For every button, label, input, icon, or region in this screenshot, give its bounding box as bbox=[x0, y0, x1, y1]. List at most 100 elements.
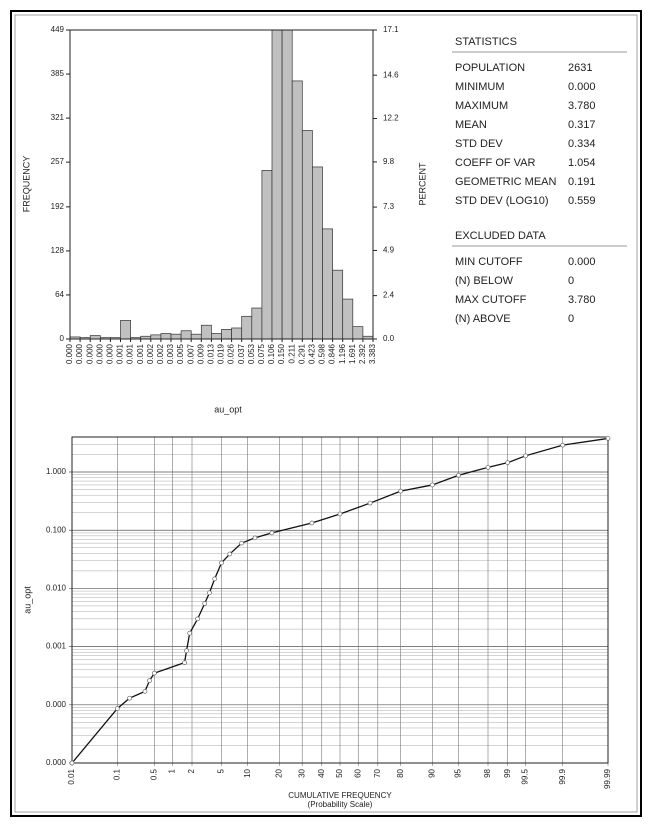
outer-border bbox=[10, 10, 642, 817]
bar bbox=[312, 166, 323, 340]
y-tick-label: 1.000 bbox=[46, 467, 67, 476]
stat-value: 0.000 bbox=[568, 256, 596, 268]
y-tick-label: 128 bbox=[51, 246, 65, 255]
x-tick-label: 0.000 bbox=[85, 343, 94, 364]
x-tick-label: 60 bbox=[353, 768, 362, 777]
stat-value: 3.780 bbox=[568, 100, 596, 112]
x-tick-label: 95 bbox=[454, 768, 463, 777]
point-marker bbox=[227, 551, 233, 557]
x-tick-label: 0.01 bbox=[67, 768, 76, 784]
point-marker bbox=[187, 630, 193, 636]
point-marker bbox=[182, 660, 187, 666]
hist-y-label: FREQUENCY bbox=[21, 156, 31, 213]
x-tick-label: 98 bbox=[483, 768, 492, 777]
x-tick-label: 0.001 bbox=[116, 343, 125, 364]
stat-value: 0.334 bbox=[568, 138, 596, 150]
point-marker bbox=[114, 706, 120, 711]
y2-tick-label: 2.4 bbox=[383, 291, 395, 300]
prob-x-sublabel: (Probability Scale) bbox=[308, 800, 373, 809]
y-tick-label: 64 bbox=[55, 290, 64, 299]
y-tick-label: 0.010 bbox=[46, 584, 67, 593]
prob-x-label: CUMULATIVE FREQUENCY bbox=[288, 791, 392, 800]
bar bbox=[261, 170, 273, 340]
bar bbox=[160, 333, 172, 340]
y-tick-label: 0 bbox=[60, 334, 65, 343]
x-tick-label: 0.000 bbox=[75, 343, 84, 364]
y-tick-label: 0.000 bbox=[46, 700, 67, 709]
hist-x-label: au_opt bbox=[214, 404, 242, 414]
point-marker bbox=[239, 540, 244, 546]
x-tick-label: 0.211 bbox=[287, 343, 296, 363]
x-tick-label: 1.196 bbox=[338, 343, 347, 364]
y2-tick-label: 17.1 bbox=[383, 25, 399, 34]
y2-tick-label: 7.3 bbox=[383, 202, 395, 211]
point-marker bbox=[456, 472, 461, 478]
y2-tick-label: 14.6 bbox=[383, 70, 399, 79]
point-marker bbox=[147, 678, 152, 684]
x-tick-label: 1 bbox=[167, 768, 176, 773]
point-marker bbox=[523, 453, 528, 459]
point-marker bbox=[69, 760, 75, 766]
point-marker bbox=[207, 590, 212, 596]
x-tick-label: 0.005 bbox=[176, 343, 185, 364]
bar bbox=[180, 330, 192, 340]
y-tick-label: 192 bbox=[51, 202, 65, 211]
inner-border bbox=[14, 14, 638, 813]
x-tick-label: 0.001 bbox=[126, 343, 135, 364]
stat-value: 0.000 bbox=[568, 81, 596, 93]
stat-label: STD DEV bbox=[455, 138, 503, 150]
bar bbox=[200, 324, 212, 340]
stat-label: MAX CUTOFF bbox=[455, 294, 527, 306]
x-tick-label: 0.013 bbox=[207, 343, 216, 364]
bar bbox=[322, 228, 333, 340]
x-tick-label: 0.291 bbox=[297, 343, 306, 364]
x-tick-label: 0.003 bbox=[166, 343, 175, 364]
stat-value: 0 bbox=[568, 313, 574, 325]
point-marker bbox=[269, 530, 275, 536]
stat-value: 0 bbox=[568, 275, 574, 287]
x-tick-label: 0.007 bbox=[186, 343, 195, 364]
y-tick-label: 0.000 bbox=[46, 758, 67, 767]
stat-label: MIN CUTOFF bbox=[455, 256, 523, 268]
y2-tick-label: 9.8 bbox=[383, 157, 395, 166]
x-tick-label: 0.019 bbox=[217, 343, 226, 364]
x-tick-label: 99.99 bbox=[603, 768, 612, 789]
stat-label: MAXIMUM bbox=[455, 100, 508, 112]
point-marker bbox=[605, 436, 611, 441]
point-marker bbox=[560, 442, 566, 448]
x-tick-label: 5 bbox=[217, 768, 226, 773]
excluded-title: EXCLUDED DATA bbox=[455, 230, 546, 242]
x-tick-label: 0.000 bbox=[106, 343, 115, 364]
bar bbox=[241, 315, 253, 340]
x-tick-label: 40 bbox=[317, 768, 326, 777]
y2-tick-label: 4.9 bbox=[383, 246, 395, 255]
y-tick-label: 449 bbox=[51, 25, 65, 34]
point-marker bbox=[184, 648, 189, 654]
x-tick-label: 0.106 bbox=[267, 343, 276, 364]
x-tick-label: 99 bbox=[503, 768, 512, 777]
stat-label: (N) ABOVE bbox=[455, 313, 511, 325]
stat-value: 0.317 bbox=[568, 119, 596, 131]
x-tick-label: 0.1 bbox=[112, 768, 121, 780]
x-tick-label: 0.5 bbox=[149, 768, 158, 780]
x-tick-label: 0.053 bbox=[247, 343, 256, 364]
point-marker bbox=[485, 465, 491, 470]
x-tick-label: 0.846 bbox=[328, 343, 337, 364]
point-marker bbox=[142, 689, 148, 694]
stat-value: 3.780 bbox=[568, 294, 596, 306]
point-marker bbox=[398, 488, 403, 494]
x-tick-label: 0.009 bbox=[196, 343, 205, 364]
x-tick-label: 70 bbox=[373, 768, 382, 777]
stat-label: (N) BELOW bbox=[455, 275, 514, 287]
y-tick-label: 0.100 bbox=[46, 525, 67, 534]
bar bbox=[211, 333, 222, 340]
y-tick-label: 321 bbox=[51, 113, 65, 122]
x-tick-label: 10 bbox=[243, 768, 252, 777]
point-marker bbox=[505, 460, 510, 465]
x-tick-label: 2.392 bbox=[358, 343, 367, 364]
x-tick-label: 0.037 bbox=[237, 343, 246, 364]
bar bbox=[221, 329, 232, 340]
y-tick-label: 385 bbox=[51, 69, 65, 78]
